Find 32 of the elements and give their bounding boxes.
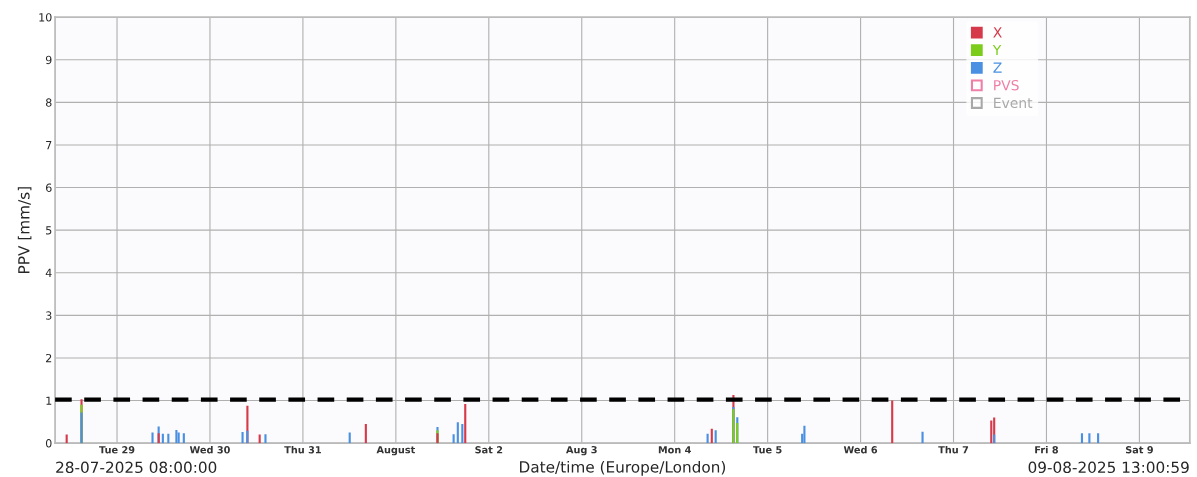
x-tick-label: Fri 8: [1035, 445, 1059, 454]
y-axis-title: PPV [mm/s]: [17, 187, 32, 273]
legend-label: PVS: [994, 79, 1019, 91]
y-tick-label: 5: [46, 226, 52, 235]
x-tick-label: Thu 7: [938, 445, 969, 454]
x-tick-label: Tue 29: [99, 446, 135, 454]
y-tick-label: 8: [45, 98, 52, 107]
legend-label: Y: [992, 44, 1002, 56]
y-tick-label: 4: [45, 268, 52, 277]
x-tick-label: Wed 6: [843, 445, 878, 454]
y-tick-label: 9: [45, 55, 52, 65]
x-axis-title: Date/time (Europe/London): [520, 460, 726, 476]
x-tick-label: Sat 9: [1125, 446, 1153, 454]
legend-label: Event: [994, 97, 1033, 109]
legend-label: X: [993, 27, 1002, 38]
y-tick-label: 0: [45, 439, 52, 448]
x-tick-label: Sat 2: [475, 446, 503, 454]
x-tick-label: Wed 30: [189, 445, 230, 454]
x-tick-label: Aug 3: [566, 446, 597, 456]
y-tick-label: 6: [45, 183, 52, 192]
y-tick-label: 10: [39, 13, 52, 22]
x-tick-label: August: [376, 446, 416, 456]
y-tick-label: 7: [46, 141, 52, 150]
x-tick-label: Tue 5: [753, 446, 782, 454]
legend-label: Z: [993, 62, 1002, 73]
text: 09-08-2025 13:00:59: [1028, 461, 1189, 474]
x-tick-label: Mon 4: [658, 446, 691, 454]
x-tick-label: Thu 31: [284, 445, 321, 454]
y-tick-label: 1: [46, 396, 52, 405]
y-tick-label: 2: [46, 353, 52, 363]
y-tick-label: 3: [46, 311, 52, 320]
text: 28-07-2025 08:00:00: [56, 461, 217, 474]
